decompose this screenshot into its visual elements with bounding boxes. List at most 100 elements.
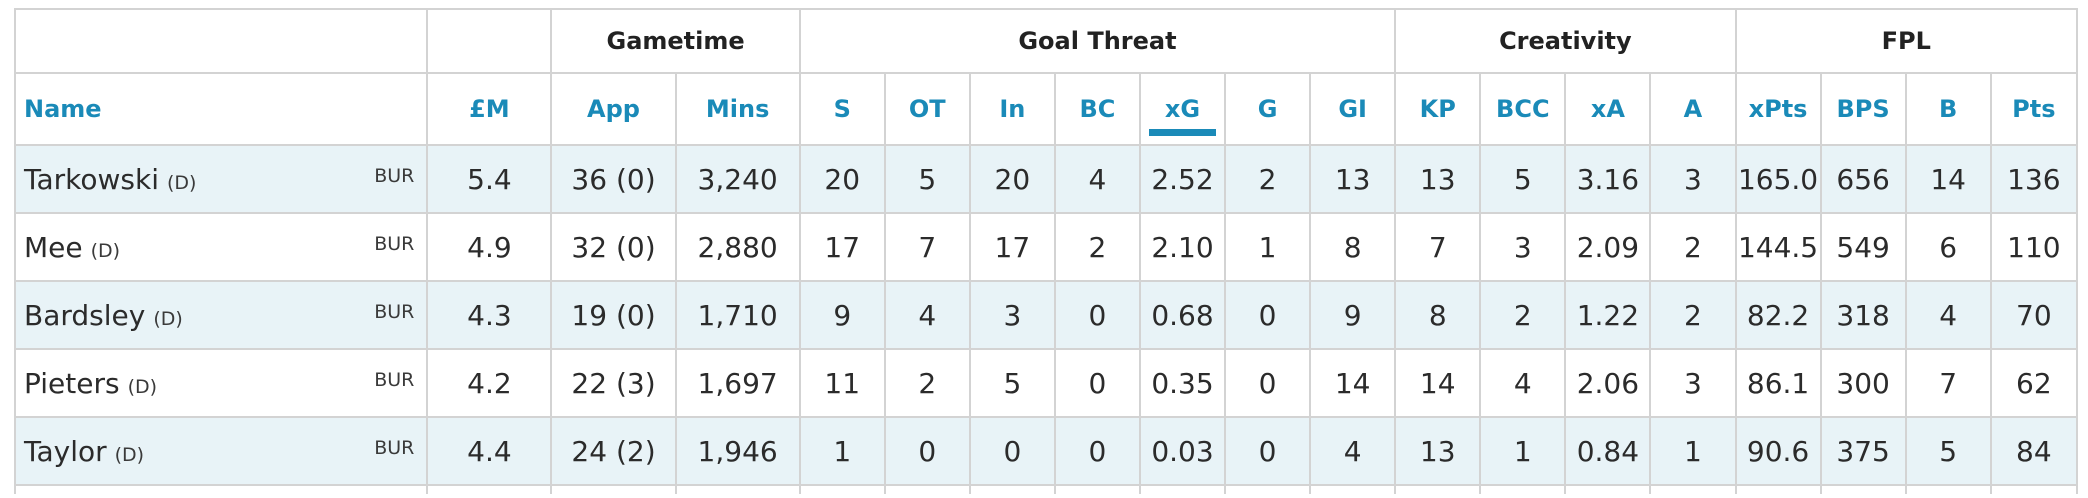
column-header-mins[interactable]: Mins (674, 72, 801, 146)
player-team: BUR (374, 301, 415, 323)
cell-b: 5 (1904, 416, 1992, 486)
cell-bps: 656 (1819, 144, 1907, 214)
column-header-bc[interactable]: BC (1053, 72, 1141, 146)
column-header-in[interactable]: In (968, 72, 1056, 146)
player-position: (D) (90, 239, 121, 262)
player-name-cell: Bardsley (D) BUR (13, 280, 429, 350)
cell-mins: 3,240 (674, 144, 801, 214)
partial-cell (798, 484, 886, 494)
cell-price: 4.4 (426, 416, 553, 486)
cell-pts: 84 (1989, 416, 2079, 486)
cell-price: 4.3 (426, 280, 553, 350)
cell-price: 4.9 (426, 212, 553, 282)
cell-g: 0 (1224, 280, 1312, 350)
cell-ot: 2 (883, 348, 971, 418)
cell-mins: 2,880 (674, 212, 801, 282)
cell-gi: 14 (1309, 348, 1397, 418)
partial-cell (1564, 484, 1652, 494)
cell-xa: 2.09 (1564, 212, 1652, 282)
cell-price: 5.4 (426, 144, 553, 214)
column-header-ot[interactable]: OT (883, 72, 971, 146)
cell-xa: 2.06 (1564, 348, 1652, 418)
cell-xpts: 144.5 (1734, 212, 1822, 282)
column-header-bcc[interactable]: BCC (1479, 72, 1567, 146)
cell-pts: 70 (1989, 280, 2079, 350)
column-header-bps[interactable]: BPS (1819, 72, 1907, 146)
cell-bps: 300 (1819, 348, 1907, 418)
group-header-empty (426, 8, 553, 74)
cell-g: 1 (1224, 212, 1312, 282)
cell-kp: 8 (1394, 280, 1482, 350)
player-name[interactable]: Bardsley (24, 298, 146, 332)
partial-cell (1734, 484, 1822, 494)
stats-table-container: Gametime Goal Threat Creativity FPL Name… (13, 8, 2079, 494)
cell-xa: 0.84 (1564, 416, 1652, 486)
cell-xg: 2.52 (1138, 144, 1227, 214)
cell-kp: 7 (1394, 212, 1482, 282)
column-header-gi[interactable]: GI (1309, 72, 1397, 146)
column-header-g[interactable]: G (1224, 72, 1312, 146)
partial-cell (550, 484, 677, 494)
column-header-pts[interactable]: Pts (1989, 72, 2079, 146)
cell-app: 32 (0) (550, 212, 677, 282)
column-header-kp[interactable]: KP (1394, 72, 1482, 146)
cell-s: 20 (798, 144, 886, 214)
cell-bps: 549 (1819, 212, 1907, 282)
cell-gi: 9 (1309, 280, 1397, 350)
cell-b: 7 (1904, 348, 1992, 418)
column-header-price[interactable]: £M (426, 72, 553, 146)
cell-bcc: 4 (1479, 348, 1567, 418)
player-name[interactable]: Mee (24, 230, 83, 264)
partial-cell (1904, 484, 1992, 494)
cell-a: 1 (1649, 416, 1737, 486)
player-name[interactable]: Tarkowski (24, 162, 159, 196)
cell-app: 36 (0) (550, 144, 677, 214)
cell-in: 5 (968, 348, 1056, 418)
partial-cell (674, 484, 801, 494)
cell-kp: 13 (1394, 144, 1482, 214)
cell-xpts: 90.6 (1734, 416, 1822, 486)
player-team: BUR (374, 369, 415, 391)
column-header-row: Name £M App Mins S OT In BC xG G GI KP B… (13, 72, 2079, 146)
cell-bps: 375 (1819, 416, 1907, 486)
cell-mins: 1,697 (674, 348, 801, 418)
cell-b: 4 (1904, 280, 1992, 350)
table-row: Pieters (D) BUR 4.2 22 (3) 1,697 11 2 5 0… (13, 348, 2079, 418)
column-header-s[interactable]: S (798, 72, 886, 146)
group-header-row: Gametime Goal Threat Creativity FPL (13, 8, 2079, 74)
cell-bcc: 2 (1479, 280, 1567, 350)
column-header-xa[interactable]: xA (1564, 72, 1652, 146)
cell-b: 14 (1904, 144, 1992, 214)
cell-a: 2 (1649, 280, 1737, 350)
cell-bc: 2 (1053, 212, 1141, 282)
cell-bc: 0 (1053, 348, 1141, 418)
cell-s: 17 (798, 212, 886, 282)
cell-in: 3 (968, 280, 1056, 350)
partial-cell (968, 484, 1056, 494)
player-name[interactable]: Pieters (24, 366, 120, 400)
column-header-xg[interactable]: xG (1138, 72, 1227, 146)
cell-xa: 1.22 (1564, 280, 1652, 350)
table-body: Tarkowski (D) BUR 5.4 36 (0) 3,240 20 5 2… (13, 144, 2079, 494)
column-header-b[interactable]: B (1904, 72, 1992, 146)
cell-xpts: 82.2 (1734, 280, 1822, 350)
cell-pts: 62 (1989, 348, 2079, 418)
column-header-a[interactable]: A (1649, 72, 1737, 146)
cell-in: 17 (968, 212, 1056, 282)
column-header-app[interactable]: App (550, 72, 677, 146)
player-team: BUR (374, 437, 415, 459)
cell-xg: 2.10 (1138, 212, 1227, 282)
column-header-name[interactable]: Name (13, 72, 429, 146)
player-position: (D) (114, 443, 145, 466)
cell-ot: 5 (883, 144, 971, 214)
cell-app: 24 (2) (550, 416, 677, 486)
player-team: BUR (374, 165, 415, 187)
column-header-xpts[interactable]: xPts (1734, 72, 1822, 146)
cell-gi: 4 (1309, 416, 1397, 486)
cell-b: 6 (1904, 212, 1992, 282)
player-team: BUR (374, 233, 415, 255)
cell-mins: 1,946 (674, 416, 801, 486)
player-name[interactable]: Taylor (24, 434, 107, 468)
player-name-cell: Tarkowski (D) BUR (13, 144, 429, 214)
cell-bc: 0 (1053, 416, 1141, 486)
